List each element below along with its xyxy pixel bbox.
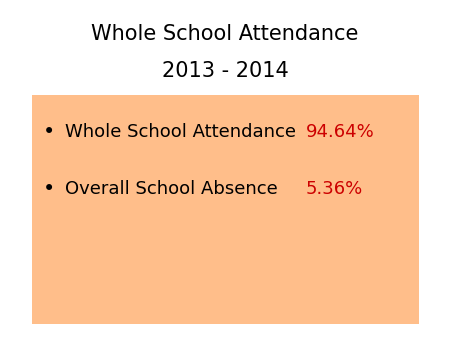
FancyBboxPatch shape bbox=[32, 95, 419, 324]
Text: Whole School Attendance: Whole School Attendance bbox=[65, 123, 296, 141]
Text: 5.36%: 5.36% bbox=[306, 180, 363, 198]
Text: 2013 - 2014: 2013 - 2014 bbox=[162, 61, 288, 81]
Text: •: • bbox=[43, 122, 56, 142]
Text: •: • bbox=[43, 179, 56, 199]
Text: 94.64%: 94.64% bbox=[306, 123, 375, 141]
Text: Whole School Attendance: Whole School Attendance bbox=[91, 24, 359, 44]
Text: Overall School Absence: Overall School Absence bbox=[65, 180, 278, 198]
